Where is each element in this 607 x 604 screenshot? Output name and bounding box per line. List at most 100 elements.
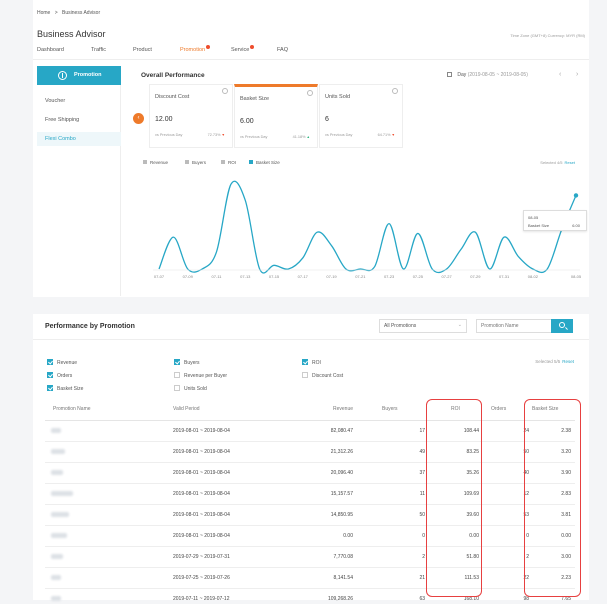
metric-card-units-sold[interactable]: Units Sold 6 vs Previous Day 64.71% [319, 84, 403, 148]
card-compare-label: vs Previous Day [325, 133, 353, 137]
info-icon[interactable] [222, 88, 228, 94]
cell-revenue: 0.00 [343, 533, 353, 539]
checkbox[interactable] [47, 359, 53, 365]
metric-checkbox-buyers[interactable]: Buyers [174, 359, 200, 366]
breadcrumb-home[interactable]: Home [37, 10, 51, 16]
legend-item-roi[interactable]: ROI [221, 160, 236, 165]
legend-item-revenue[interactable]: Revenue [143, 160, 168, 165]
checkbox[interactable] [174, 385, 180, 391]
tab-faq[interactable]: FAQ [277, 47, 289, 53]
metric-card-basket-size[interactable]: Basket Size 6.00 vs Previous Day 41.18% [234, 84, 318, 148]
cell-valid-period: 2019-08-01 ~ 2019-08-04 [173, 512, 230, 518]
card-change: 41.18% [293, 135, 310, 139]
metric-checkbox-orders[interactable]: Orders [47, 372, 72, 379]
sidebar-item-voucher[interactable]: Voucher [45, 98, 66, 104]
metric-checkbox-revenue[interactable]: Revenue [47, 359, 77, 366]
x-tick-label: 08-05 [571, 274, 582, 279]
metric-label: Basket Size [57, 386, 84, 392]
card-title: Discount Cost [155, 94, 190, 100]
metric-card-discount-cost[interactable]: Discount Cost 12.00 vs Previous Day 72.7… [149, 84, 233, 148]
table-row[interactable]: 2019-08-01 ~ 2019-08-04 21,312.26 49 83.25 5… [45, 442, 575, 463]
cell-basket-size: 3.90 [561, 470, 571, 476]
checkbox[interactable] [174, 372, 180, 378]
reset-link[interactable]: Reset [564, 160, 575, 165]
cell-basket-size: 7.65 [561, 596, 571, 602]
info-icon[interactable] [392, 88, 398, 94]
metric-checkbox-roi[interactable]: ROI [302, 359, 321, 366]
calendar-icon [447, 72, 452, 77]
checkbox[interactable] [47, 372, 53, 378]
chevron-left-icon[interactable]: ‹ [559, 71, 562, 78]
chevron-down-icon: ⌄ [457, 322, 462, 328]
promotion-filter-select[interactable]: All Promotions ⌄ [379, 319, 467, 333]
sidebar-item-flexi-combo[interactable]: Flexi Combo [37, 132, 121, 146]
reset-link[interactable]: Reset [562, 359, 574, 364]
cell-basket-size: 3.20 [561, 449, 571, 455]
cell-valid-period: 2019-08-01 ~ 2019-08-04 [173, 533, 230, 539]
breadcrumb-separator: > [54, 10, 58, 16]
redacted-promotion-name [51, 491, 73, 496]
header-divider [45, 420, 575, 421]
table-row[interactable]: 2019-08-01 ~ 2019-08-04 14,850.95 50 39.60 5… [45, 505, 575, 526]
overall-performance-section: Overall Performance Day (2019-08-05 ~ 20… [129, 66, 587, 296]
checkbox[interactable] [47, 385, 53, 391]
date-range: (2019-08-05 ~ 2019-08-05) [467, 72, 528, 78]
table-row[interactable]: 2019-07-29 ~ 2019-07-31 7,770.08 2 51.80 2 3.… [45, 547, 575, 568]
sidebar-header: Promotion [37, 66, 121, 85]
redacted-promotion-name [51, 533, 67, 538]
cell-basket-size: 2.83 [561, 491, 571, 497]
legend-item-basket-size[interactable]: Basket Size [249, 160, 280, 165]
legend-swatch [221, 160, 225, 164]
metric-checkbox-basket-size[interactable]: Basket Size [47, 385, 83, 392]
table-row[interactable]: 2019-07-25 ~ 2019-07-26 8,141.54 21 111.53 2… [45, 568, 575, 589]
table-row[interactable]: 2019-08-01 ~ 2019-08-04 82,080.47 17 108.44… [45, 421, 575, 442]
tab-dashboard[interactable]: Dashboard [37, 47, 64, 53]
cell-revenue: 109,268.26 [327, 596, 353, 602]
divider [33, 339, 589, 340]
date-selector[interactable]: Day (2019-08-05 ~ 2019-08-05) [447, 72, 528, 78]
redacted-promotion-name [51, 470, 63, 475]
table-row[interactable]: 2019-08-01 ~ 2019-08-04 15,157.57 11 109.69… [45, 484, 575, 505]
table-row[interactable]: 2019-08-01 ~ 2019-08-04 0.00 0 0.00 0 0.00 [45, 526, 575, 547]
sidebar-item-free-shipping[interactable]: Free Shipping [45, 117, 80, 123]
carousel-prev-button[interactable]: ‹ [133, 113, 144, 124]
redacted-promotion-name [51, 554, 63, 559]
redacted-promotion-name [51, 512, 69, 517]
tab-traffic[interactable]: Traffic [91, 47, 106, 53]
redacted-promotion-name [51, 449, 65, 454]
timezone-currency-label: Time Zone (GMT+8) Currency: MYR (RM) [510, 33, 585, 38]
basket-size-line-chart: 07-07 07-09 07-11 07-13 07-15 07-17 07-19 07-21… [153, 180, 582, 279]
redacted-promotion-name [51, 575, 61, 580]
column-header-promotion-name: Promotion Name [53, 406, 91, 412]
metric-checkbox-revenue-per-buyer[interactable]: Revenue per Buyer [174, 372, 227, 379]
search-button[interactable] [551, 319, 573, 333]
cell-roi: 168.10 [463, 596, 479, 602]
promotion-name-search-input[interactable] [476, 319, 552, 333]
promotion-sidebar: Promotion Voucher Free Shipping Flexi Co… [37, 66, 121, 296]
cell-orders: 22 [523, 575, 529, 581]
checkbox[interactable] [174, 359, 180, 365]
redacted-promotion-name [51, 596, 61, 601]
info-icon[interactable] [307, 90, 313, 96]
date-mode: Day [457, 72, 467, 78]
cell-revenue: 14,850.95 [330, 512, 353, 518]
x-tick-label: 07-07 [154, 274, 165, 279]
metric-label: ROI [312, 360, 321, 366]
table-row[interactable]: 2019-07-11 ~ 2019-07-12 109,268.26 63 168.1… [45, 589, 575, 604]
checkbox[interactable] [302, 372, 308, 378]
metric-checkbox-discount-cost[interactable]: Discount Cost [302, 372, 343, 379]
cell-revenue: 15,157.57 [330, 491, 353, 497]
tab-promotion[interactable]: Promotion [180, 45, 211, 53]
table-row[interactable]: 2019-08-01 ~ 2019-08-04 20,096.40 37 35.26 4… [45, 463, 575, 484]
tab-service[interactable]: Service [231, 45, 255, 53]
chart-tooltip: 08-05 Basket Size 6.00 [523, 210, 587, 231]
legend-label: Buyers [192, 160, 207, 165]
tab-product[interactable]: Product [133, 47, 152, 53]
data-point-highlight[interactable] [573, 193, 579, 198]
page-title: Business Advisor [37, 29, 106, 39]
metric-checkbox-units-sold[interactable]: Units Sold [174, 385, 207, 392]
chevron-right-icon[interactable]: › [576, 71, 579, 78]
checkbox[interactable] [302, 359, 308, 365]
legend-item-buyers[interactable]: Buyers [185, 160, 206, 165]
card-change: 72.73% [208, 133, 225, 137]
